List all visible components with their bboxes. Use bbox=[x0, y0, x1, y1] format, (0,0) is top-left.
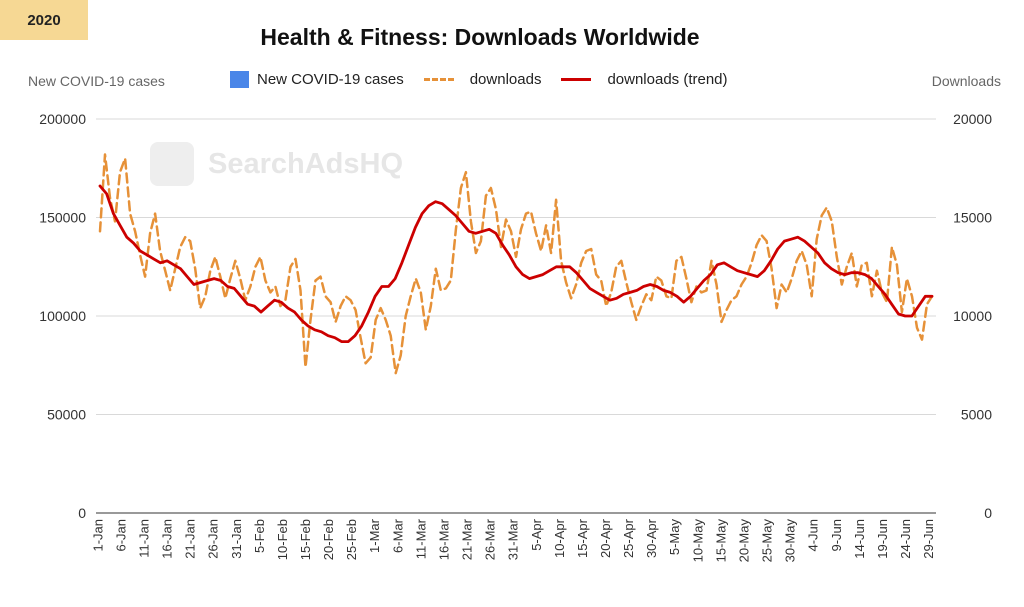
x-tick-label: 10-Apr bbox=[552, 518, 567, 558]
x-tick-label: 5-May bbox=[667, 519, 682, 556]
x-tick-label: 25-Feb bbox=[344, 519, 359, 560]
y-right-tick-label: 5000 bbox=[961, 407, 992, 423]
x-tick-label: 5-Apr bbox=[529, 518, 544, 550]
y-right-tick-label: 10000 bbox=[953, 308, 992, 324]
y-left-tick-label: 50000 bbox=[47, 407, 86, 423]
x-tick-label: 9-Jun bbox=[829, 519, 844, 552]
x-tick-label: 21-Jan bbox=[183, 519, 198, 559]
x-tick-label: 20-May bbox=[736, 519, 751, 563]
left-axis-label: New COVID-19 cases bbox=[28, 73, 165, 89]
x-tick-label: 16-Mar bbox=[436, 518, 451, 560]
x-tick-label: 10-Feb bbox=[275, 519, 290, 560]
x-tick-label: 6-Jan bbox=[113, 519, 128, 552]
y-left-tick-label: 0 bbox=[78, 505, 86, 521]
x-tick-label: 20-Apr bbox=[598, 518, 613, 558]
legend-label: New COVID-19 cases bbox=[257, 71, 404, 88]
x-tick-label: 1-Jan bbox=[90, 519, 105, 552]
legend-swatch-solid bbox=[561, 78, 592, 81]
x-tick-label: 15-May bbox=[713, 519, 728, 563]
watermark-logo-icon bbox=[150, 142, 194, 186]
y-left-tick-label: 150000 bbox=[39, 210, 86, 226]
x-tick-label: 14-Jun bbox=[852, 519, 867, 559]
downloads-trend-line bbox=[98, 184, 934, 344]
x-tick-label: 26-Jan bbox=[206, 519, 221, 559]
x-tick-label: 11-Jan bbox=[136, 519, 151, 558]
chart-legend: New COVID-19 cases downloads downloads (… bbox=[230, 71, 748, 88]
x-tick-label: 25-May bbox=[760, 519, 775, 563]
legend-item-cases[interactable]: New COVID-19 cases bbox=[230, 71, 404, 88]
legend-swatch-dashed bbox=[423, 78, 454, 81]
legend-label: downloads (trend) bbox=[607, 71, 728, 88]
legend-label: downloads bbox=[469, 71, 542, 88]
x-tick-label: 10-May bbox=[690, 519, 705, 563]
chart-title: Health & Fitness: Downloads Worldwide bbox=[260, 24, 700, 50]
x-tick-label: 16-Jan bbox=[160, 519, 175, 559]
y-right-tick-label: 15000 bbox=[953, 210, 992, 226]
x-tick-label: 4-Jun bbox=[806, 519, 821, 552]
x-tick-label: 31-Mar bbox=[506, 518, 521, 560]
legend-swatch-box bbox=[230, 71, 249, 88]
x-tick-label: 15-Apr bbox=[575, 518, 590, 558]
x-tick-label: 29-Jun bbox=[921, 519, 936, 559]
y-right-tick-label: 0 bbox=[984, 505, 992, 521]
x-tick-label: 25-Apr bbox=[621, 518, 636, 558]
x-tick-label: 26-Mar bbox=[483, 518, 498, 560]
year-badge: 2020 bbox=[0, 0, 88, 40]
downloads-line bbox=[98, 153, 934, 375]
x-tick-label: 15-Feb bbox=[298, 519, 313, 560]
x-tick-label: 24-Jun bbox=[898, 519, 913, 559]
right-axis-label: Downloads bbox=[931, 73, 1001, 89]
watermark: SearchAdsHQ bbox=[150, 142, 403, 186]
x-tick-label: 19-Jun bbox=[875, 519, 890, 559]
y-right-tick-label: 20000 bbox=[953, 111, 992, 127]
x-tick-label: 1-Mar bbox=[367, 518, 382, 553]
x-tick-label: 5-Feb bbox=[252, 519, 267, 553]
x-tick-label: 30-Apr bbox=[644, 518, 659, 558]
legend-item-trend[interactable]: downloads (trend) bbox=[561, 71, 728, 88]
legend-item-downloads[interactable]: downloads bbox=[423, 71, 542, 88]
x-tick-label: 6-Mar bbox=[390, 518, 405, 553]
x-tick-label: 31-Jan bbox=[229, 519, 244, 559]
x-tick-label: 11-Mar bbox=[413, 518, 428, 559]
x-tick-label: 30-May bbox=[783, 519, 798, 563]
watermark-text: SearchAdsHQ bbox=[208, 147, 404, 180]
x-tick-label: 21-Mar bbox=[460, 518, 475, 560]
x-tick-label: 20-Feb bbox=[321, 519, 336, 560]
y-left-tick-label: 200000 bbox=[39, 111, 86, 127]
y-left-tick-label: 100000 bbox=[39, 308, 86, 324]
